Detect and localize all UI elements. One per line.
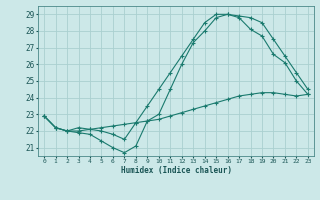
X-axis label: Humidex (Indice chaleur): Humidex (Indice chaleur) — [121, 166, 231, 175]
